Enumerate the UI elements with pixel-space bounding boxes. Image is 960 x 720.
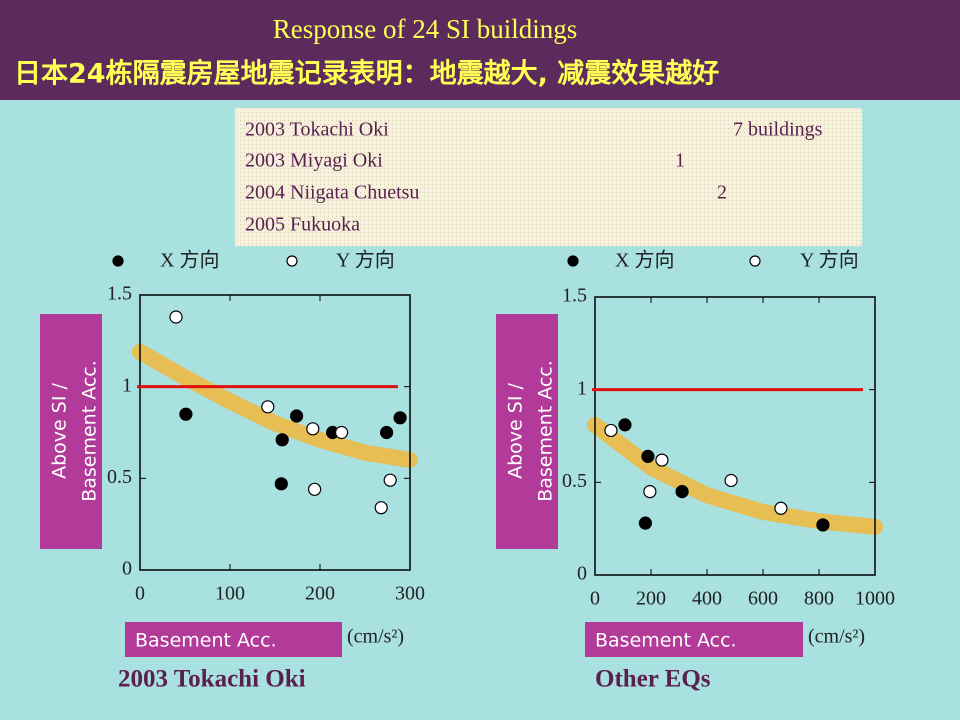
- data-point: [393, 411, 407, 425]
- data-point: [374, 501, 388, 515]
- plot-frame: [139, 294, 411, 571]
- y-axis-label: Above SI /: [505, 383, 527, 479]
- data-point: [275, 433, 289, 447]
- title-cn: 日本24栋隔震房屋地震记录表明：地震越大, 减震效果越好: [14, 58, 719, 90]
- data-point: [261, 400, 275, 414]
- data-point: [724, 473, 738, 488]
- chart-caption: Other EQs: [595, 666, 711, 693]
- y-axis-label: Basement Acc.: [535, 360, 557, 502]
- y-tick-label: 0.5: [562, 470, 587, 492]
- event-name: 2005 Fukuoka: [245, 214, 360, 236]
- data-point: [641, 449, 655, 463]
- legend-marker: [749, 255, 761, 267]
- y-label-box: [40, 314, 102, 549]
- legend-label: X 方向: [615, 249, 674, 272]
- x-axis-unit: (cm/s²): [347, 626, 404, 648]
- y-tick-label: 0: [577, 563, 587, 585]
- data-point: [675, 485, 689, 499]
- legend-marker: [286, 255, 298, 267]
- x-tick-label: 600: [748, 588, 778, 610]
- legend-label: Y 方向: [800, 249, 859, 272]
- x-label-box: [585, 622, 803, 657]
- data-point: [380, 425, 394, 440]
- data-point: [774, 501, 788, 515]
- data-point: [306, 422, 320, 436]
- y-tick-label: 0: [122, 558, 132, 580]
- x-axis-label: Basement Acc.: [135, 630, 277, 652]
- x-tick-label: 1000: [855, 588, 895, 610]
- data-point: [383, 473, 397, 487]
- data-point: [308, 482, 322, 496]
- y-tick-label: 1.5: [562, 285, 587, 307]
- x-tick-label: 400: [692, 588, 722, 610]
- y-axis-label: Above SI /: [49, 383, 71, 479]
- data-point: [274, 477, 288, 491]
- data-point: [638, 516, 653, 530]
- x-tick-label: 200: [305, 583, 335, 605]
- y-tick-label: 1.5: [107, 283, 132, 305]
- event-name: 2003 Tokachi Oki: [245, 119, 389, 141]
- x-tick-label: 800: [804, 588, 834, 610]
- data-point: [655, 453, 669, 467]
- legend-marker: [567, 255, 579, 267]
- title-en: Response of 24 SI buildings: [273, 14, 578, 44]
- data-point: [816, 518, 830, 532]
- data-point: [643, 485, 657, 499]
- x-label-box: [125, 622, 342, 657]
- event-name: 2004 Niigata Chuetsu: [245, 182, 419, 204]
- y-tick-label: 1: [122, 374, 132, 396]
- data-point: [618, 418, 632, 432]
- header-bar: [0, 0, 960, 100]
- event-name: 2003 Miyagi Oki: [245, 150, 383, 172]
- x-tick-label: 0: [135, 583, 145, 605]
- y-tick-label: 0.5: [107, 466, 132, 488]
- event-box: [235, 108, 862, 246]
- legend-marker: [112, 255, 124, 267]
- data-point: [604, 423, 618, 438]
- chart-caption: 2003 Tokachi Oki: [118, 666, 306, 693]
- y-axis-label: Basement Acc.: [79, 360, 101, 502]
- x-tick-label: 100: [215, 583, 245, 605]
- event-count: 2: [717, 182, 727, 204]
- event-count: 1: [675, 150, 685, 172]
- data-point: [179, 407, 193, 421]
- x-tick-label: 0: [590, 588, 600, 610]
- x-axis-label: Basement Acc.: [595, 630, 737, 652]
- legend-label: Y 方向: [336, 249, 395, 272]
- data-point: [169, 310, 183, 324]
- data-point: [290, 409, 304, 423]
- event-count: 7 buildings: [733, 119, 823, 141]
- plot-frame: [594, 296, 876, 576]
- trend-band: [132, 343, 418, 468]
- x-tick-label: 300: [395, 583, 425, 605]
- data-point: [335, 425, 349, 440]
- x-tick-label: 200: [636, 588, 666, 610]
- legend-label: X 方向: [160, 249, 219, 272]
- y-label-box: [496, 314, 558, 549]
- x-axis-unit: (cm/s²): [808, 626, 865, 648]
- y-tick-label: 1: [577, 377, 587, 399]
